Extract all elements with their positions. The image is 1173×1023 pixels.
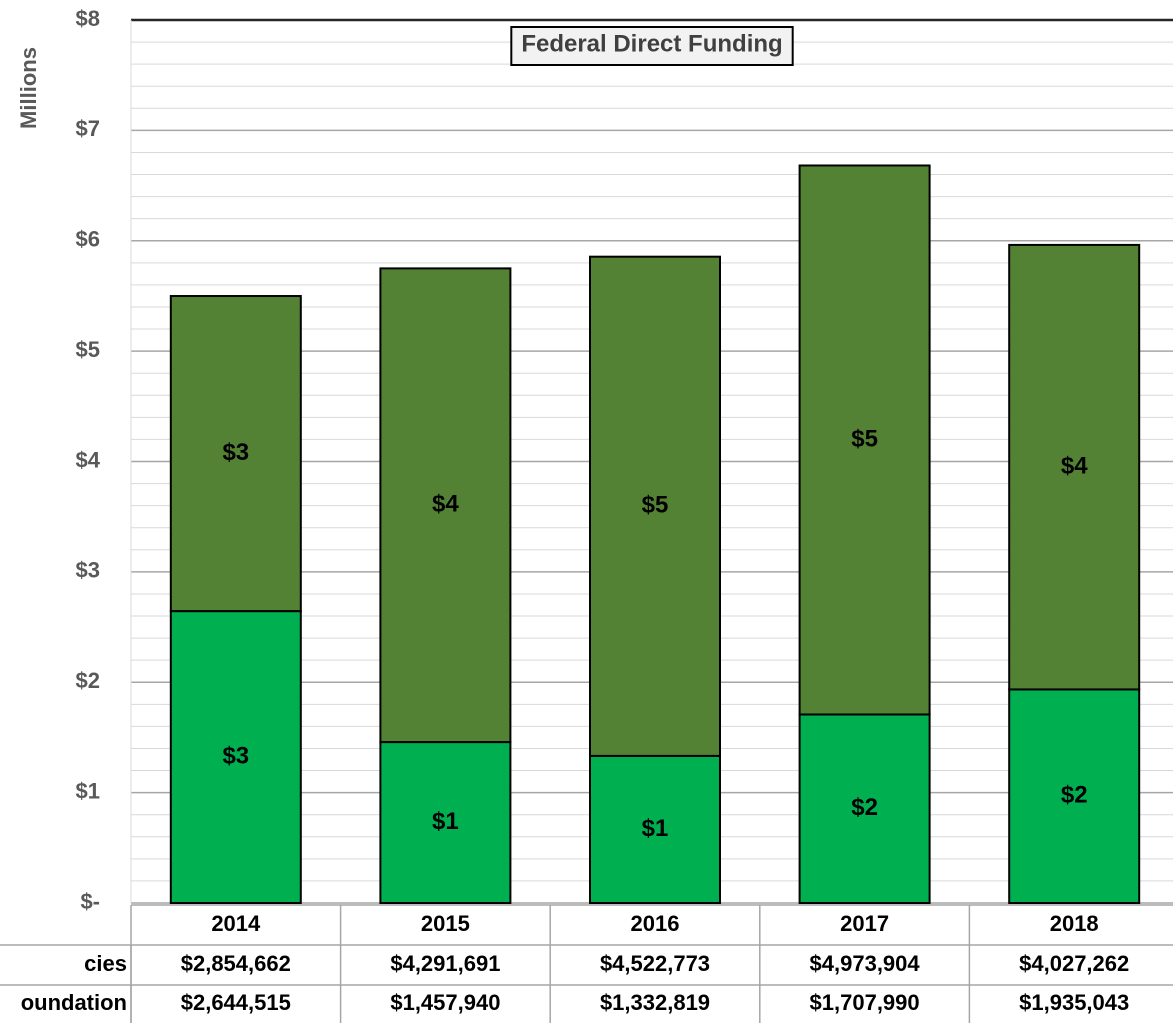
value-label: $2 bbox=[851, 794, 878, 821]
bar-segment bbox=[379, 741, 512, 905]
y-axis-label: Millions bbox=[16, 47, 41, 129]
table-cell: $1,457,940 bbox=[390, 990, 500, 1015]
y-tick-label: $1 bbox=[76, 778, 100, 803]
value-label: $4 bbox=[432, 491, 459, 518]
table-row-label: oundation bbox=[21, 990, 127, 1015]
chart-title: Federal Direct Funding bbox=[521, 30, 782, 57]
bar-segment bbox=[589, 255, 721, 757]
y-tick-label: $6 bbox=[76, 227, 100, 252]
x-tick-label: 2016 bbox=[631, 911, 680, 936]
table-cell: $1,935,043 bbox=[1019, 990, 1129, 1015]
value-label: $5 bbox=[851, 425, 878, 452]
value-label: $4 bbox=[1061, 453, 1088, 480]
table-cell: $2,644,515 bbox=[181, 990, 291, 1015]
bar-segment bbox=[1008, 688, 1141, 904]
bar-segment bbox=[169, 295, 302, 613]
bar-segment bbox=[1008, 243, 1141, 691]
x-tick-label: 2015 bbox=[421, 911, 470, 936]
bar-segment bbox=[169, 610, 302, 904]
x-tick-label: 2018 bbox=[1050, 911, 1099, 936]
table-cell: $4,291,691 bbox=[390, 951, 500, 976]
value-label: $3 bbox=[222, 439, 249, 466]
y-tick-label: $2 bbox=[76, 668, 100, 693]
title-box bbox=[510, 26, 794, 66]
y-tick-label: $7 bbox=[76, 116, 100, 141]
table-cell: $1,707,990 bbox=[810, 990, 920, 1015]
value-label: $3 bbox=[222, 742, 249, 769]
bar-segment bbox=[798, 164, 931, 716]
value-label: $1 bbox=[432, 808, 459, 835]
x-tick-label: 2014 bbox=[211, 911, 261, 936]
bar-segment bbox=[798, 713, 931, 904]
value-label: $5 bbox=[642, 492, 669, 519]
table-row-label: cies bbox=[84, 951, 127, 976]
table-cell: $4,973,904 bbox=[810, 951, 921, 976]
y-tick-label: $5 bbox=[76, 337, 100, 362]
y-tick-label: $- bbox=[80, 889, 100, 914]
table-cell: $4,027,262 bbox=[1019, 951, 1129, 976]
y-tick-label: $3 bbox=[76, 558, 100, 583]
table-cell: $1,332,819 bbox=[600, 990, 710, 1015]
y-tick-label: $8 bbox=[76, 6, 100, 31]
bar-segment bbox=[589, 754, 721, 904]
value-label: $2 bbox=[1061, 782, 1088, 809]
value-label: $1 bbox=[642, 815, 669, 842]
table-cell: $2,854,662 bbox=[181, 951, 291, 976]
bar-segment bbox=[379, 267, 512, 744]
table-cell: $4,522,773 bbox=[600, 951, 710, 976]
x-tick-label: 2017 bbox=[840, 911, 889, 936]
y-tick-label: $4 bbox=[76, 447, 101, 472]
